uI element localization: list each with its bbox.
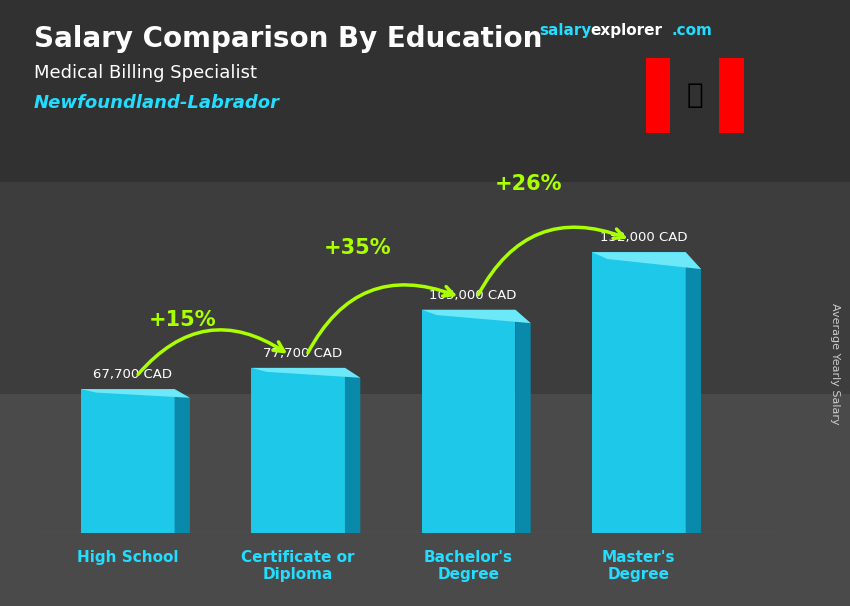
Polygon shape bbox=[515, 310, 530, 533]
Polygon shape bbox=[422, 310, 530, 323]
Text: 🍁: 🍁 bbox=[687, 81, 703, 108]
Polygon shape bbox=[252, 368, 345, 533]
Polygon shape bbox=[592, 252, 701, 269]
Polygon shape bbox=[592, 252, 686, 533]
Bar bbox=[719, 58, 744, 133]
Text: +35%: +35% bbox=[324, 238, 392, 258]
Polygon shape bbox=[174, 389, 190, 533]
Polygon shape bbox=[81, 389, 190, 398]
Polygon shape bbox=[345, 368, 360, 533]
Text: 105,000 CAD: 105,000 CAD bbox=[429, 289, 517, 302]
Polygon shape bbox=[81, 389, 174, 533]
Text: salary: salary bbox=[540, 23, 592, 38]
Polygon shape bbox=[422, 310, 515, 533]
Bar bbox=[0, 0, 850, 182]
Text: Newfoundland-Labrador: Newfoundland-Labrador bbox=[34, 94, 280, 112]
Text: Medical Billing Specialist: Medical Billing Specialist bbox=[34, 64, 257, 82]
Bar bbox=[0, 394, 850, 606]
Text: explorer: explorer bbox=[591, 23, 663, 38]
Text: +15%: +15% bbox=[149, 310, 216, 330]
Bar bbox=[0, 182, 850, 394]
Text: 67,700 CAD: 67,700 CAD bbox=[93, 368, 172, 381]
Text: Salary Comparison By Education: Salary Comparison By Education bbox=[34, 25, 542, 53]
Text: .com: .com bbox=[672, 23, 712, 38]
Text: +26%: +26% bbox=[495, 174, 562, 194]
Text: 132,000 CAD: 132,000 CAD bbox=[600, 231, 688, 244]
Bar bbox=[646, 58, 671, 133]
Text: Average Yearly Salary: Average Yearly Salary bbox=[830, 303, 840, 424]
Text: 77,700 CAD: 77,700 CAD bbox=[264, 347, 343, 360]
Polygon shape bbox=[686, 252, 701, 533]
Polygon shape bbox=[252, 368, 360, 378]
